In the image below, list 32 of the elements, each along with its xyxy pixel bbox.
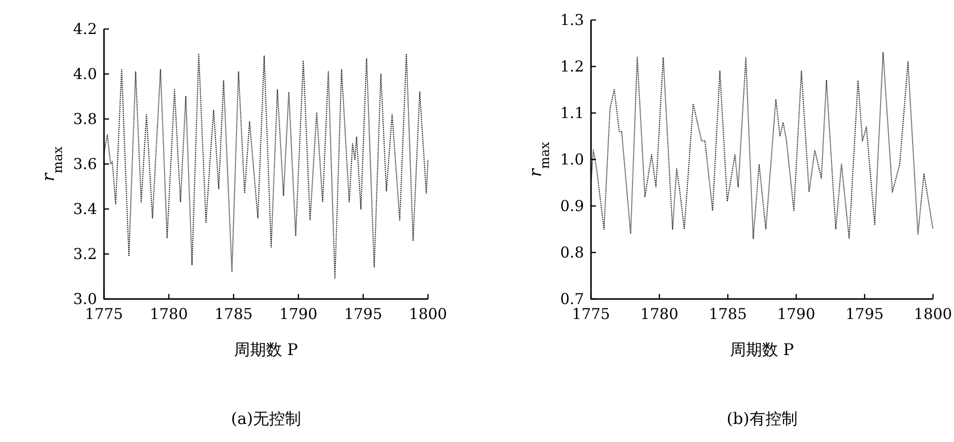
- line-series: [590, 52, 934, 240]
- line-series: [103, 53, 429, 280]
- x-tick-label: 1785: [214, 305, 253, 323]
- y-tick-label: 1.1: [560, 104, 584, 122]
- y-tick-label: 0.7: [560, 290, 584, 308]
- y-tick-label: 4.2: [73, 20, 97, 38]
- y-tick-label: 3.2: [73, 245, 97, 263]
- x-tick-label: 1790: [777, 305, 816, 323]
- x-tick-label: 1780: [640, 305, 678, 323]
- x-tick-label: 1795: [344, 305, 382, 323]
- y-tick-label: 3.6: [73, 155, 97, 173]
- x-tick-label: 1790: [279, 305, 318, 323]
- y-tick-label: 1.2: [560, 58, 584, 76]
- y-tick-label: 0.8: [560, 244, 584, 262]
- text: (a)无控制: [230, 409, 302, 428]
- x-tick-label: 1795: [846, 305, 884, 323]
- x-tick-label: 1780: [150, 305, 188, 323]
- y-tick-label: 1.3: [560, 11, 584, 29]
- y-tick-label: 3.8: [73, 110, 97, 128]
- x-tick-label: 1800: [914, 305, 952, 323]
- x-axis-title: 周期数 P: [730, 340, 794, 359]
- x-tick-label: 1775: [572, 305, 610, 323]
- y-tick-label: 4.0: [73, 65, 97, 83]
- x-tick-label: 1800: [408, 305, 448, 323]
- x-tick-label: 1785: [708, 305, 747, 323]
- x-axis-title: 周期数 P: [234, 340, 298, 359]
- y-tick-label: 0.9: [560, 197, 584, 215]
- y-tick-label: 1.0: [560, 150, 584, 168]
- x-tick-label: 1775: [84, 305, 124, 323]
- text: (b)有控制: [726, 409, 798, 428]
- y-tick-label: 3.4: [73, 200, 97, 218]
- y-tick-label: 3.0: [73, 290, 97, 308]
